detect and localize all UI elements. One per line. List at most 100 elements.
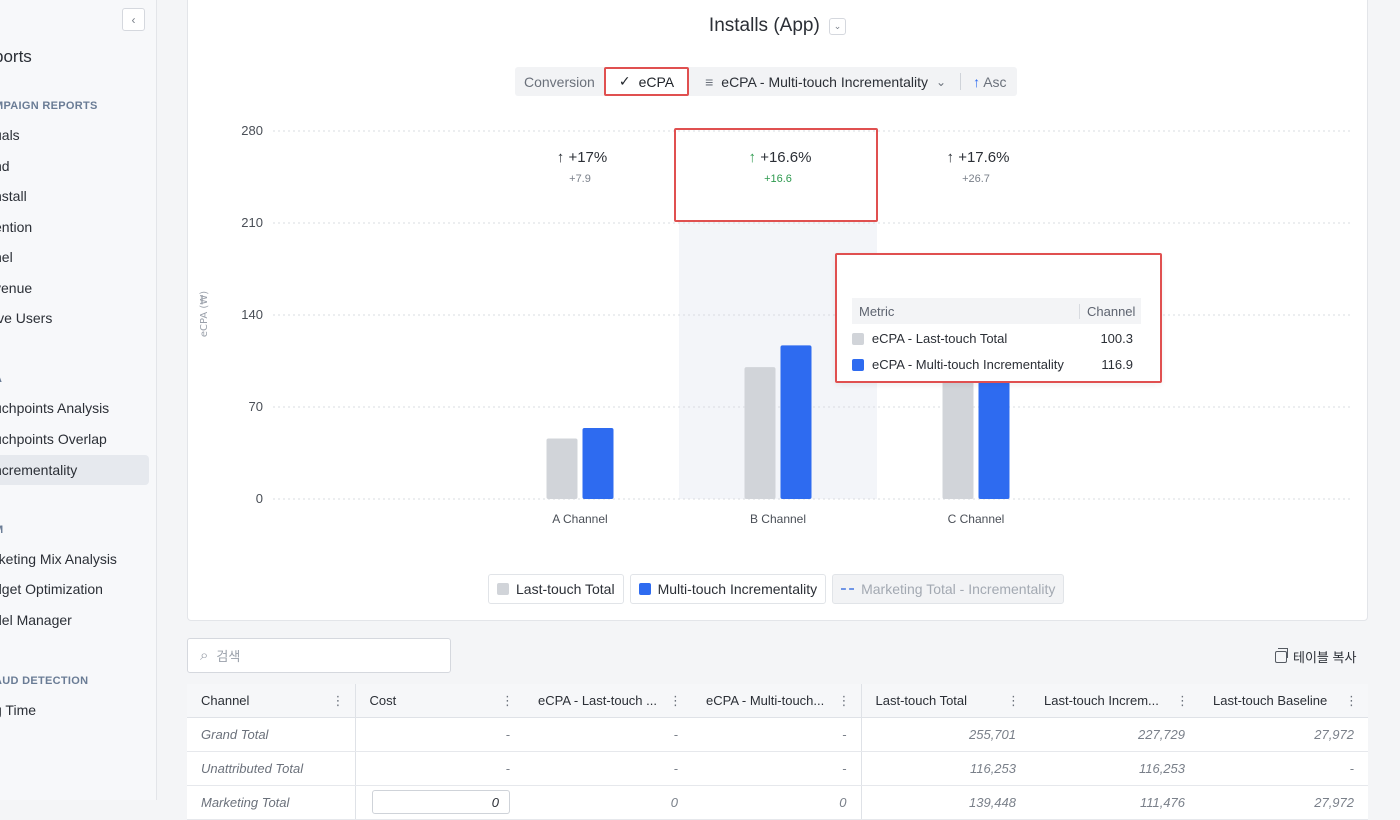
sidebar-item-label: uchpoints Overlap [0,431,107,447]
tooltip-metric-value: 100.3 [1100,331,1133,346]
sort-metric-label: eCPA - Multi-touch Incrementality [721,73,928,90]
table-row[interactable]: Grand Total - - - 255,701 227,729 27,972 [187,717,1368,752]
table-row[interactable]: Marketing Total 0 0 0 139,448 111,476 27,972 [187,785,1368,820]
sidebar-item[interactable]: uchpoints Overlap [0,431,107,447]
cell-value: 255,701 [969,726,1016,742]
sidebar-item[interactable]: del Manager [0,612,72,628]
bar-last-touch[interactable] [546,438,578,499]
delta-percent-value: +17.6% [958,149,1009,166]
bar-multi-touch[interactable] [582,428,614,499]
bar-last-touch[interactable] [744,367,776,499]
table-cell: - [1199,751,1368,786]
column-header[interactable]: Channel ⋮ [187,684,356,718]
sort-icon: ≡ [705,73,714,90]
column-header-label: Last-touch Increm... [1044,692,1159,708]
sidebar-item[interactable]: dget Optimization [0,581,103,597]
table-cell: 0 [524,785,692,820]
chart-title: Installs (App) ⌄ [188,15,1367,37]
y-axis-label: eCPA (₩) [199,291,210,337]
table-cell: - [355,751,524,786]
legend-item[interactable]: Multi-touch Incrementality [629,574,827,604]
delta-absolute: +7.9 [569,173,591,185]
table-cell: 139,448 [861,785,1030,820]
sort-metric-dropdown[interactable]: ≡ eCPA - Multi-touch Incrementality ⌄ [695,67,957,96]
column-header[interactable]: Cost ⋮ [355,684,524,718]
sidebar-item[interactable]: nstall [0,188,27,204]
sidebar-item[interactable]: ncrementality [0,455,149,485]
sidebar-item[interactable]: ive Users [0,310,52,326]
table-search-input[interactable]: ⌕ 검색 [187,638,451,673]
sidebar-item[interactable]: nel [0,249,13,265]
column-header-label: eCPA - Last-touch ... [538,692,657,708]
row-channel-name: Grand Total [187,717,356,752]
table-cell: - [524,717,692,752]
sidebar-item-label: nel [0,249,13,265]
column-menu-icon[interactable]: ⋮ [669,693,682,708]
bar-multi-touch[interactable] [780,345,812,499]
y-tick-label: 0 [256,491,263,506]
sidebar-title: ports [0,47,32,66]
column-header[interactable]: Last-touch Baseline ⋮ [1199,684,1368,718]
highlighted-delta-box [674,128,878,222]
sidebar-item[interactable]: g Time [0,702,36,718]
column-header-label: Channel [201,692,250,708]
table-row[interactable]: Unattributed Total - - - 116,253 116,253 - [187,751,1368,786]
delta-absolute: +26.7 [962,173,990,185]
delta-percent: ↑ +17.6% [947,149,1010,166]
table-cell: 227,729 [1030,717,1199,752]
sidebar-item[interactable]: nd [0,158,10,174]
sidebar-section-header: AUD DETECTION [0,675,89,687]
sidebar-item[interactable]: rketing Mix Analysis [0,551,117,567]
table-cell: - [692,717,862,752]
sidebar-item[interactable]: venue [0,280,32,296]
cost-input[interactable]: 0 [372,790,510,814]
legend-swatch-icon [638,583,651,595]
sort-order-label: Asc [983,73,1007,90]
table-cell: 27,972 [1199,785,1368,820]
column-header-label: eCPA - Multi-touch... [706,692,825,708]
legend-item[interactable]: Marketing Total - Incrementality [832,574,1065,604]
conversion-tab[interactable]: Conversion [524,73,595,90]
column-menu-icon[interactable]: ⋮ [837,693,851,708]
arrow-up-icon: ↑ [947,149,959,166]
cell-value: 116,253 [969,760,1016,776]
column-menu-icon[interactable]: ⋮ [1176,693,1189,708]
sort-order-toggle[interactable]: ↑ Asc [965,74,1016,90]
cell-value: - [1349,760,1354,776]
sidebar-item-label: ive Users [0,310,53,326]
x-tick-label: B Channel [750,512,806,526]
column-header[interactable]: eCPA - Last-touch ... ⋮ [524,684,692,718]
sidebar-item-label: ention [0,219,33,235]
dashed-line-icon [841,588,855,590]
tooltip-col-channel: Channel [1087,303,1136,319]
tooltip-metric-label: eCPA - Multi-touch Incrementality [871,357,1064,372]
cell-value: 116,253 [1138,760,1185,776]
collapse-sidebar-icon[interactable]: ‹ [122,8,145,31]
sidebar-item[interactable]: uchpoints Analysis [0,400,109,416]
sidebar-item[interactable]: uals [0,127,20,143]
column-header[interactable]: Last-touch Increm... ⋮ [1030,684,1199,718]
copy-table-button[interactable]: 테이블 복사 [1275,647,1356,666]
column-header[interactable]: eCPA - Multi-touch... ⋮ [692,684,862,718]
cell-value: - [673,726,678,742]
table-cell: 27,972 [1199,717,1368,752]
column-menu-icon[interactable]: ⋮ [1007,693,1020,708]
tooltip-metric-value: 116.9 [1101,357,1133,372]
copy-icon [1275,647,1288,663]
column-header[interactable]: Last-touch Total ⋮ [861,684,1030,718]
sidebar-section-header: A [0,373,2,385]
ecpa-tab[interactable]: ✓ eCPA [603,67,690,96]
sidebar-item-label: del Manager [0,612,72,628]
chart-legend: Last-touch Total Multi-touch Incrementali… [488,574,1065,604]
column-menu-icon[interactable]: ⋮ [1345,693,1358,708]
ecpa-tab-label: eCPA [638,73,675,90]
title-dropdown-icon[interactable]: ⌄ [829,17,847,35]
sidebar-item[interactable]: ention [0,219,32,235]
chart-title-text: Installs (App) [708,15,820,36]
column-menu-icon[interactable]: ⋮ [331,693,345,708]
delta-percent-value: +17% [568,149,607,166]
table-cell: - [355,717,524,752]
legend-item[interactable]: Last-touch Total [488,574,624,604]
column-menu-icon[interactable]: ⋮ [501,693,514,708]
cell-value: 111,476 [1139,794,1185,810]
